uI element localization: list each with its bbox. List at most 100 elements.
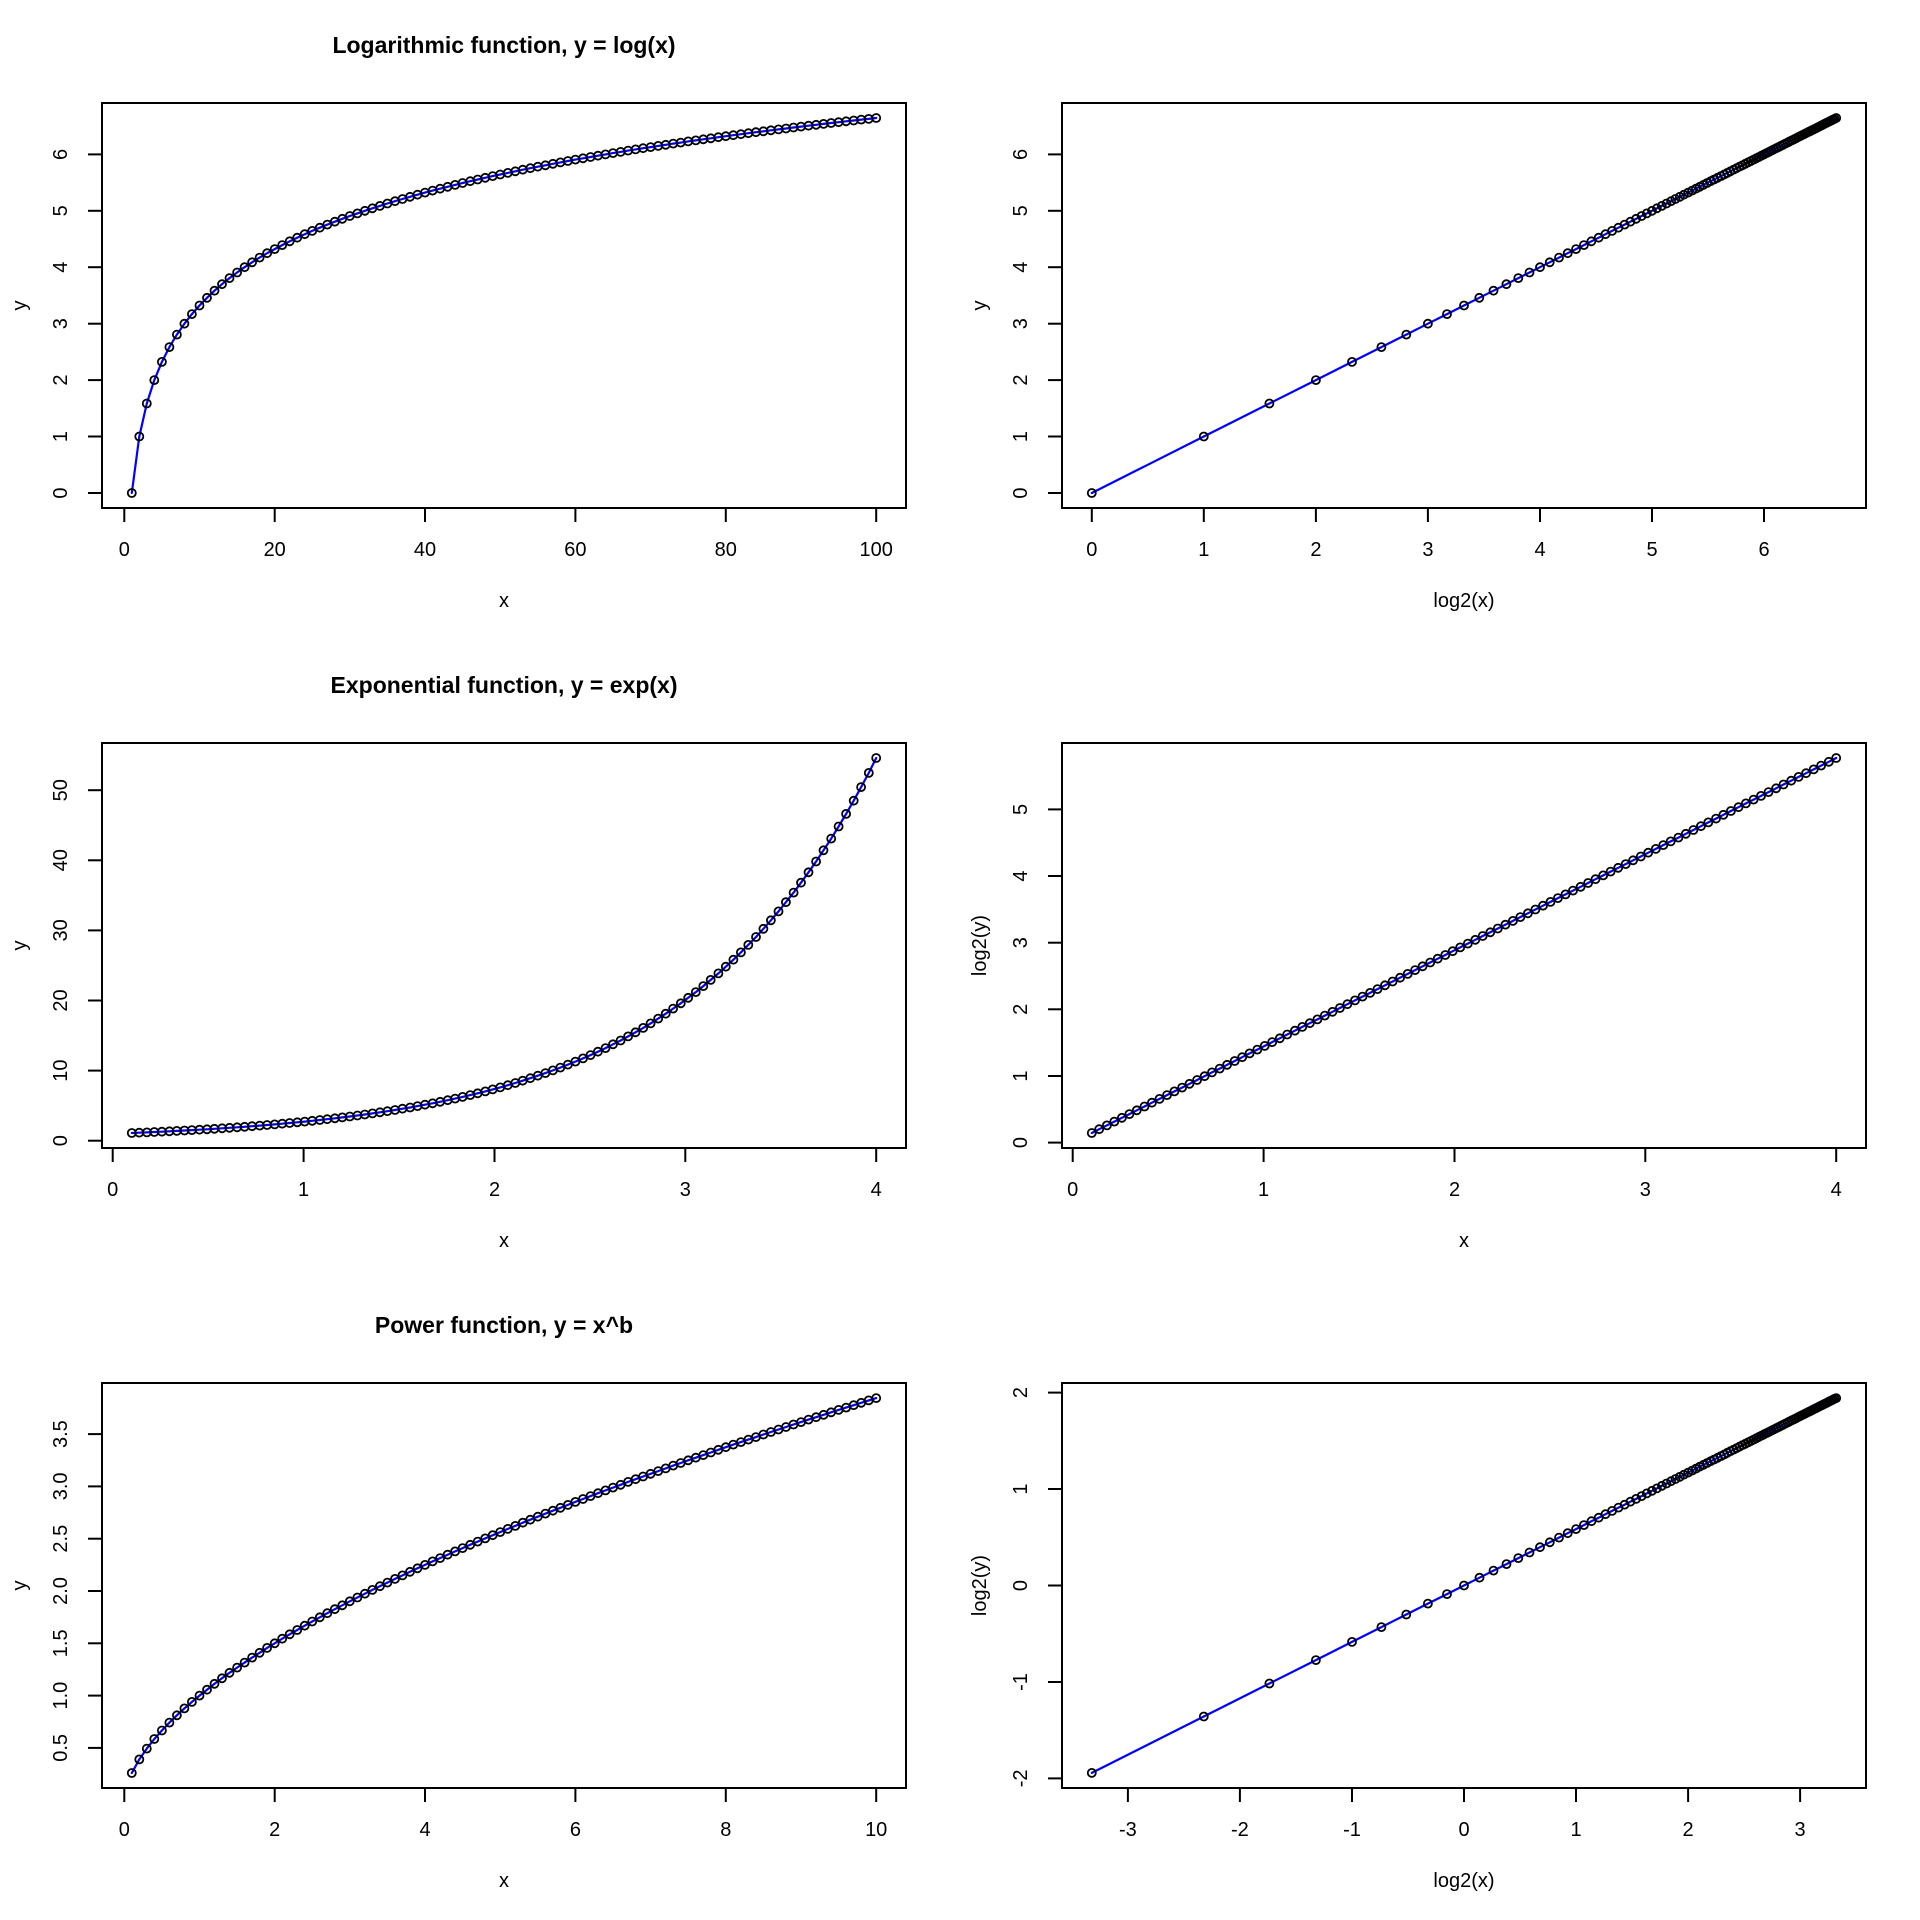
data-point (367, 1584, 378, 1595)
x-tick-label: 3 (1795, 1819, 1806, 1841)
data-point (615, 1035, 626, 1046)
data-point (1665, 836, 1676, 847)
data-point (239, 1657, 250, 1668)
data-point (1459, 1580, 1469, 1591)
data-point (1831, 113, 1842, 123)
y-tick-label: 40 (50, 849, 72, 871)
data-point (262, 248, 273, 259)
y-tick-label: 4 (1010, 262, 1032, 273)
data-point (179, 1703, 190, 1714)
data-point (856, 782, 866, 793)
x-tick-label: 2 (489, 1179, 500, 1201)
data-point (1109, 1116, 1120, 1127)
data-point (1086, 488, 1097, 498)
y-tick-label: 5 (50, 205, 72, 216)
data-point (1264, 398, 1275, 409)
data-point (1289, 1025, 1300, 1036)
data-point (1816, 760, 1826, 771)
panel-power: Power function, y = x^b x y 0 2 4 6 8 10 0.5 1.… (0, 1280, 960, 1920)
data-point (1342, 999, 1353, 1010)
data-point (871, 113, 882, 123)
data-point (1831, 753, 1842, 763)
data-point (1380, 980, 1390, 991)
y-tick-label: 0 (50, 1135, 72, 1146)
data-point (1641, 1488, 1652, 1499)
data-point (1554, 1532, 1564, 1543)
data-point (1605, 866, 1616, 877)
data-point (1401, 329, 1412, 340)
data-point (1462, 938, 1473, 949)
data-point (1086, 1767, 1097, 1778)
x-axis: 0 2 4 6 8 10 (119, 1788, 887, 1841)
data-point (1652, 1483, 1662, 1494)
data-point (863, 767, 874, 778)
plot-area: 0 1 2 3 4 0 1 2 3 4 5 (1010, 742, 1867, 1201)
data-point (1562, 1528, 1573, 1539)
y-axis: -2 -1 0 1 2 (1010, 1387, 1062, 1787)
data-points (1086, 113, 1842, 498)
data-point (1334, 1003, 1345, 1013)
data-point (1568, 885, 1578, 896)
data-point (1513, 273, 1524, 284)
data-point (1184, 1078, 1195, 1089)
x-tick-label: 6 (1758, 539, 1769, 561)
data-point (284, 1629, 295, 1640)
y-axis: 0.5 1.0 1.5 2.0 2.5 3.0 3.5 (50, 1420, 102, 1762)
data-point (1703, 817, 1714, 828)
x-tick-label: 20 (264, 539, 286, 561)
data-point (1741, 798, 1751, 809)
x-tick-label: 0 (107, 1179, 118, 1201)
data-point (1376, 342, 1387, 353)
x-tick-label: 0 (119, 539, 130, 561)
data-line (1090, 116, 1838, 495)
data-point (1636, 1491, 1647, 1502)
data-point (1402, 968, 1413, 979)
data-point (1162, 1090, 1172, 1101)
y-tick-label: 1 (1010, 1070, 1032, 1081)
data-point (1474, 1572, 1485, 1583)
data-point (1237, 1052, 1248, 1063)
data-point (382, 1577, 393, 1588)
data-point (134, 431, 145, 442)
y-tick-label: 50 (50, 779, 72, 801)
data-point (713, 968, 724, 979)
y-tick-label: 10 (50, 1059, 72, 1081)
data-point (1432, 953, 1443, 964)
data-point (1192, 1075, 1203, 1085)
data-point (1562, 248, 1573, 259)
x-axis: 0 20 40 60 80 100 (119, 508, 893, 561)
data-point (1598, 870, 1609, 881)
data-point (171, 1710, 182, 1721)
data-point (1808, 764, 1819, 775)
data-point (1395, 972, 1406, 983)
y-tick-label: 2.5 (50, 1525, 72, 1553)
x-tick-label: 0 (1067, 1179, 1078, 1201)
data-point (1229, 1056, 1240, 1066)
data-point (1477, 931, 1488, 941)
x-tick-label: 4 (419, 1819, 430, 1841)
y-axis: 0 10 20 30 40 50 (50, 779, 102, 1146)
data-point (758, 923, 769, 934)
data-point (1310, 1655, 1321, 1666)
data-point (1094, 1124, 1105, 1135)
x-tick-label: -2 (1231, 1819, 1249, 1841)
data-point (420, 1559, 430, 1570)
data-point (1652, 203, 1662, 214)
data-point (811, 856, 821, 867)
y-tick-label: 1.5 (50, 1629, 72, 1657)
x-tick-label: 4 (1534, 539, 1545, 561)
data-point (1635, 851, 1646, 862)
data-point (1656, 200, 1667, 211)
data-point (126, 1768, 137, 1778)
y-tick-label: 2 (1010, 1387, 1032, 1398)
data-point (1657, 1480, 1667, 1491)
data-point (751, 932, 761, 942)
data-point (788, 887, 799, 898)
panel-logarithmic-log2x: log2(x) y 0 1 2 3 4 5 6 0 1 2 3 4 5 6 (960, 0, 1920, 640)
y-tick-label: -2 (1010, 1770, 1032, 1788)
data-point (202, 292, 212, 303)
data-point (1365, 987, 1376, 998)
x-axis-title: log2(x) (1433, 590, 1494, 612)
data-point (638, 1022, 649, 1033)
